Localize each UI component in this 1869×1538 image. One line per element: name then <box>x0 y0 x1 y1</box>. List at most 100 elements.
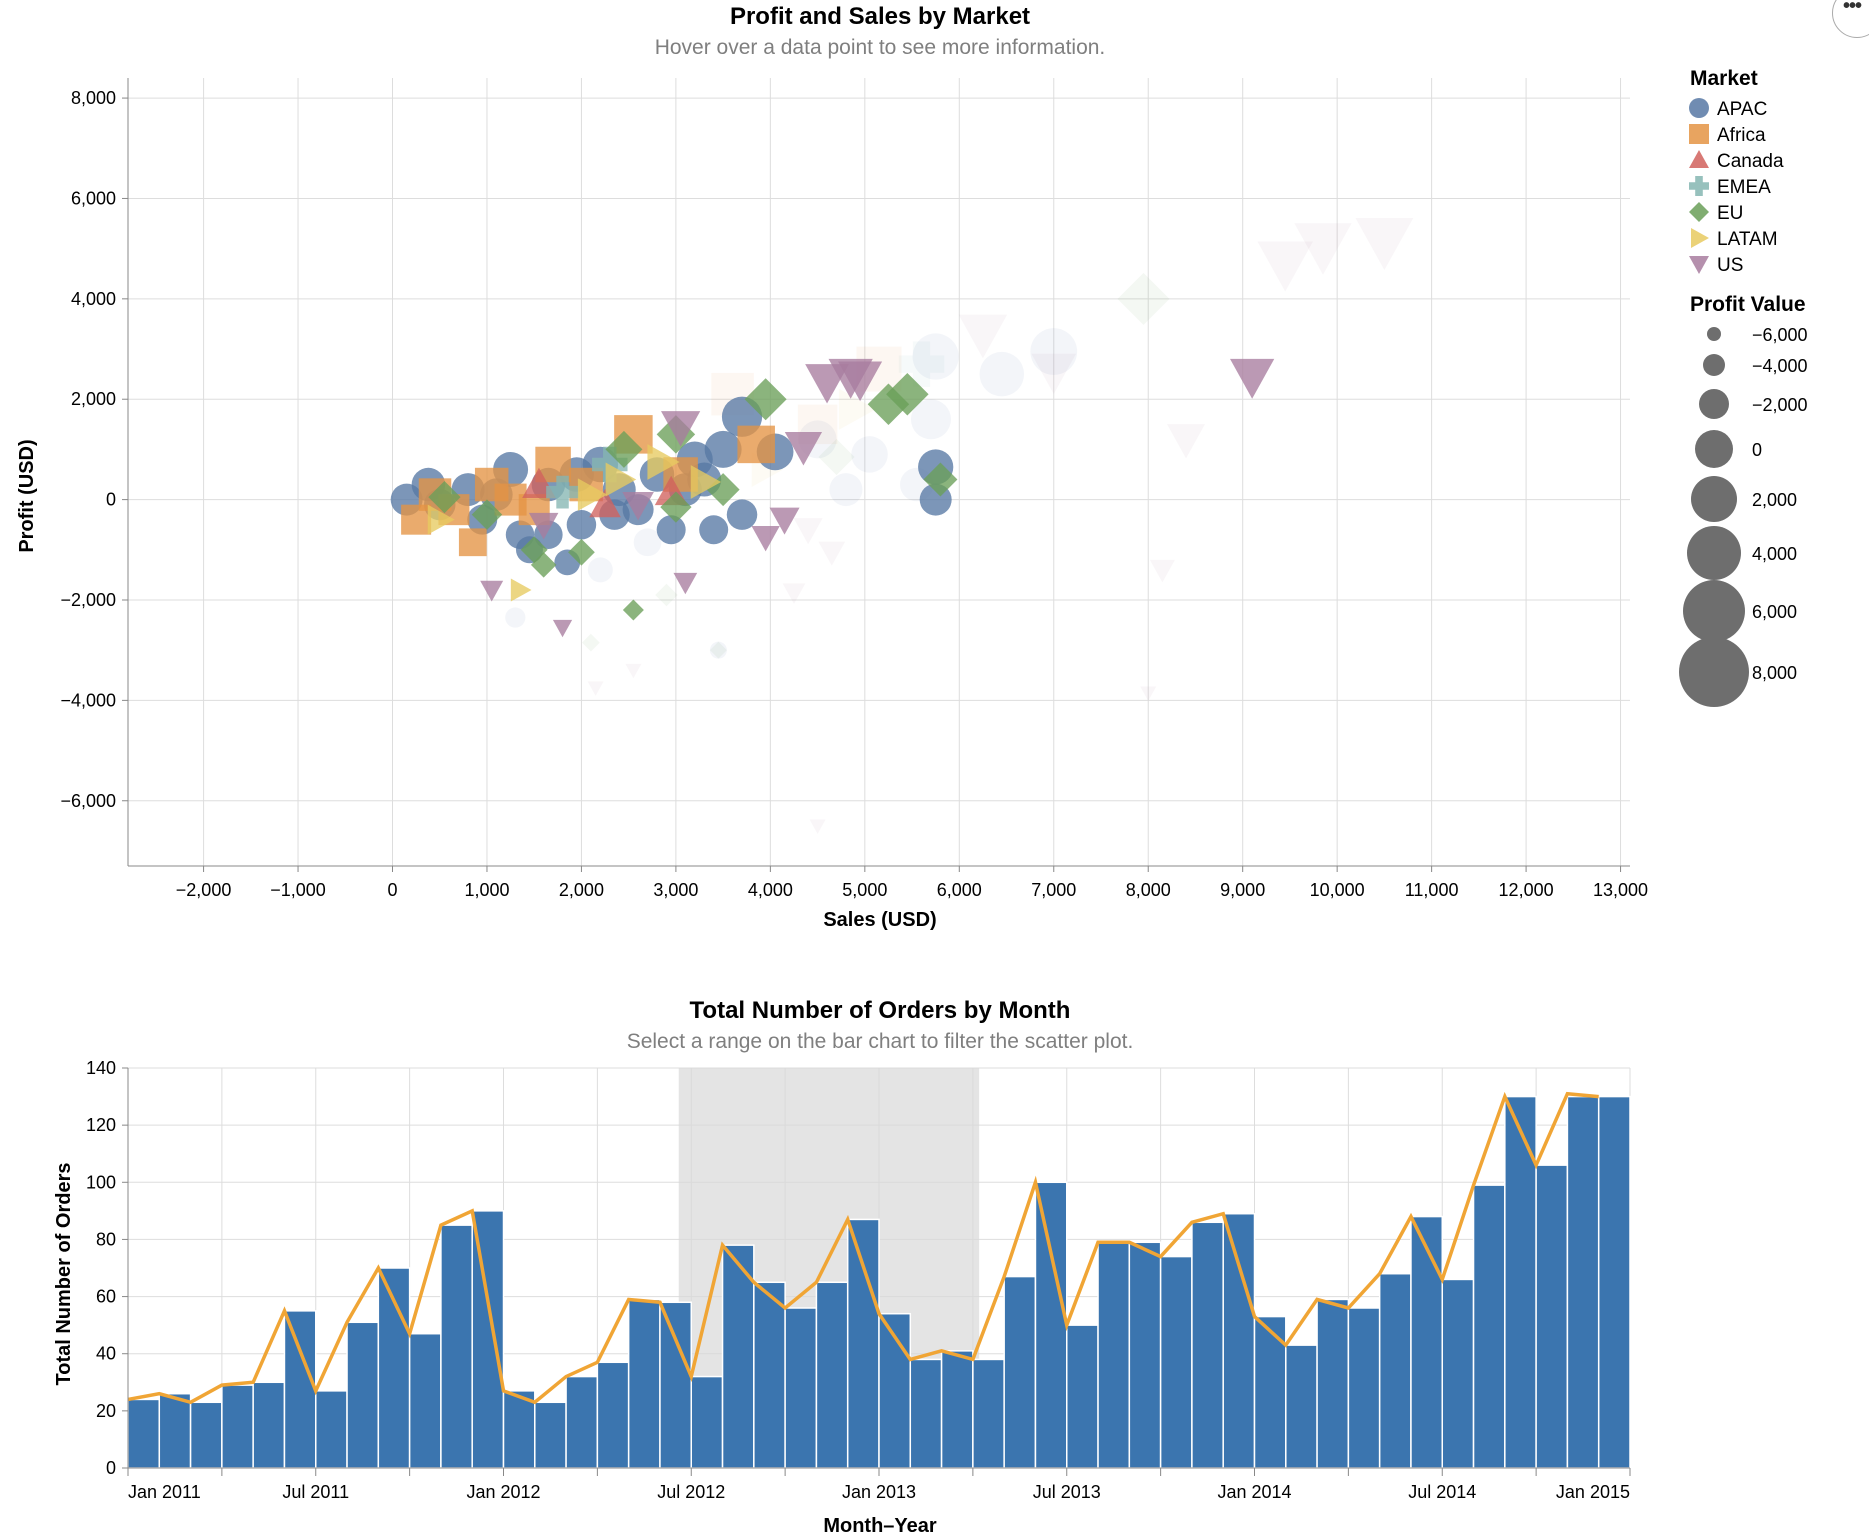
x-tick-label: 8,000 <box>1126 880 1171 900</box>
bar[interactable] <box>158 1392 192 1469</box>
data-point[interactable] <box>605 462 637 497</box>
data-point[interactable] <box>577 478 608 511</box>
data-point[interactable] <box>744 378 787 421</box>
x-tick-label: 2,000 <box>559 880 604 900</box>
data-point[interactable] <box>622 492 654 521</box>
bar[interactable] <box>1504 1095 1537 1469</box>
bar[interactable] <box>346 1321 380 1469</box>
x-tick-label: Jan 2011 <box>128 1482 201 1502</box>
scatter-points[interactable] <box>390 358 1275 638</box>
data-point[interactable] <box>838 361 883 402</box>
data-point[interactable] <box>566 509 597 540</box>
x-tick-label: 11,000 <box>1405 880 1459 900</box>
bar[interactable] <box>1128 1241 1162 1469</box>
bar[interactable] <box>1378 1272 1412 1469</box>
data-point[interactable] <box>605 430 643 468</box>
bar[interactable] <box>283 1310 317 1469</box>
bar[interactable] <box>1316 1298 1350 1469</box>
data-point[interactable] <box>458 528 487 557</box>
bar[interactable] <box>1347 1307 1381 1469</box>
data-point[interactable] <box>660 491 692 523</box>
bar-series[interactable] <box>127 1095 1631 1469</box>
bar[interactable] <box>627 1298 661 1469</box>
bar[interactable] <box>1597 1095 1631 1469</box>
faded-data-point <box>587 681 604 696</box>
y-tick-label: 40 <box>96 1344 116 1364</box>
faded-data-point <box>709 641 727 659</box>
bar[interactable] <box>815 1281 849 1469</box>
bar[interactable] <box>1535 1164 1569 1469</box>
legend-triangle-up-icon <box>1689 150 1709 168</box>
data-point[interactable] <box>660 411 701 447</box>
data-point[interactable] <box>656 515 686 545</box>
bar[interactable] <box>1441 1278 1475 1469</box>
bar[interactable] <box>1034 1181 1068 1469</box>
bar[interactable] <box>1097 1241 1131 1469</box>
bar[interactable] <box>471 1210 505 1469</box>
bar[interactable] <box>1191 1221 1224 1469</box>
y-tick-label: 2,000 <box>71 389 116 409</box>
data-point[interactable] <box>428 480 461 514</box>
scatter-y-axis-title: Profit (USD) <box>16 439 38 552</box>
bar[interactable] <box>721 1244 755 1469</box>
scatter-chart[interactable]: Profit and Sales by Market Hover over a … <box>0 0 1869 960</box>
data-point[interactable] <box>530 552 557 578</box>
bar[interactable] <box>784 1307 818 1469</box>
data-point[interactable] <box>552 619 573 638</box>
orders-bar-chart[interactable]: Total Number of Orders by Month Select a… <box>0 960 1869 1538</box>
bar[interactable] <box>940 1350 974 1469</box>
legend-size-circle <box>1699 389 1729 419</box>
data-point[interactable] <box>480 580 504 602</box>
bar[interactable] <box>1472 1184 1506 1469</box>
bar[interactable] <box>565 1375 599 1469</box>
data-point[interactable] <box>704 430 742 468</box>
data-point[interactable] <box>589 488 621 518</box>
data-point[interactable] <box>1230 358 1275 399</box>
bar[interactable] <box>659 1301 692 1469</box>
bar[interactable] <box>408 1332 442 1469</box>
data-point[interactable] <box>622 599 644 621</box>
bar[interactable] <box>1003 1275 1037 1469</box>
bar[interactable] <box>189 1401 223 1469</box>
bar[interactable] <box>690 1375 724 1469</box>
data-point[interactable] <box>726 499 758 530</box>
data-point[interactable] <box>568 538 595 566</box>
data-point[interactable] <box>886 372 929 416</box>
faded-data-point <box>582 633 600 652</box>
data-point[interactable] <box>510 578 532 602</box>
legend-market-label: EU <box>1717 203 1743 224</box>
data-point[interactable] <box>427 504 455 535</box>
bar[interactable] <box>846 1218 880 1469</box>
x-tick-label: −2,000 <box>176 880 232 900</box>
bar[interactable] <box>1222 1212 1256 1469</box>
legend-size-label: 2,000 <box>1752 490 1797 510</box>
bar[interactable] <box>596 1361 630 1469</box>
bar[interactable] <box>315 1390 348 1469</box>
data-point[interactable] <box>923 462 958 497</box>
data-point[interactable] <box>592 446 628 483</box>
bar[interactable] <box>753 1281 786 1469</box>
bar[interactable] <box>440 1224 473 1469</box>
bar[interactable] <box>127 1398 161 1469</box>
data-point[interactable] <box>647 444 680 480</box>
data-point[interactable] <box>690 465 722 499</box>
data-point[interactable] <box>673 572 698 595</box>
bar[interactable] <box>909 1358 943 1469</box>
data-point[interactable] <box>699 515 729 545</box>
bar[interactable] <box>1066 1324 1099 1469</box>
data-point[interactable] <box>784 432 823 466</box>
bar[interactable] <box>1410 1215 1444 1469</box>
data-point[interactable] <box>471 499 503 530</box>
bar[interactable] <box>252 1381 286 1469</box>
bar[interactable] <box>1566 1095 1600 1469</box>
bar[interactable] <box>221 1384 254 1469</box>
bar[interactable] <box>534 1401 567 1469</box>
data-point[interactable] <box>528 512 559 540</box>
data-point[interactable] <box>751 525 780 552</box>
bar[interactable] <box>1285 1344 1318 1469</box>
data-point[interactable] <box>737 425 775 464</box>
bar[interactable] <box>1159 1255 1193 1469</box>
bar[interactable] <box>972 1358 1005 1469</box>
data-point[interactable] <box>546 475 579 509</box>
data-point[interactable] <box>769 507 800 535</box>
